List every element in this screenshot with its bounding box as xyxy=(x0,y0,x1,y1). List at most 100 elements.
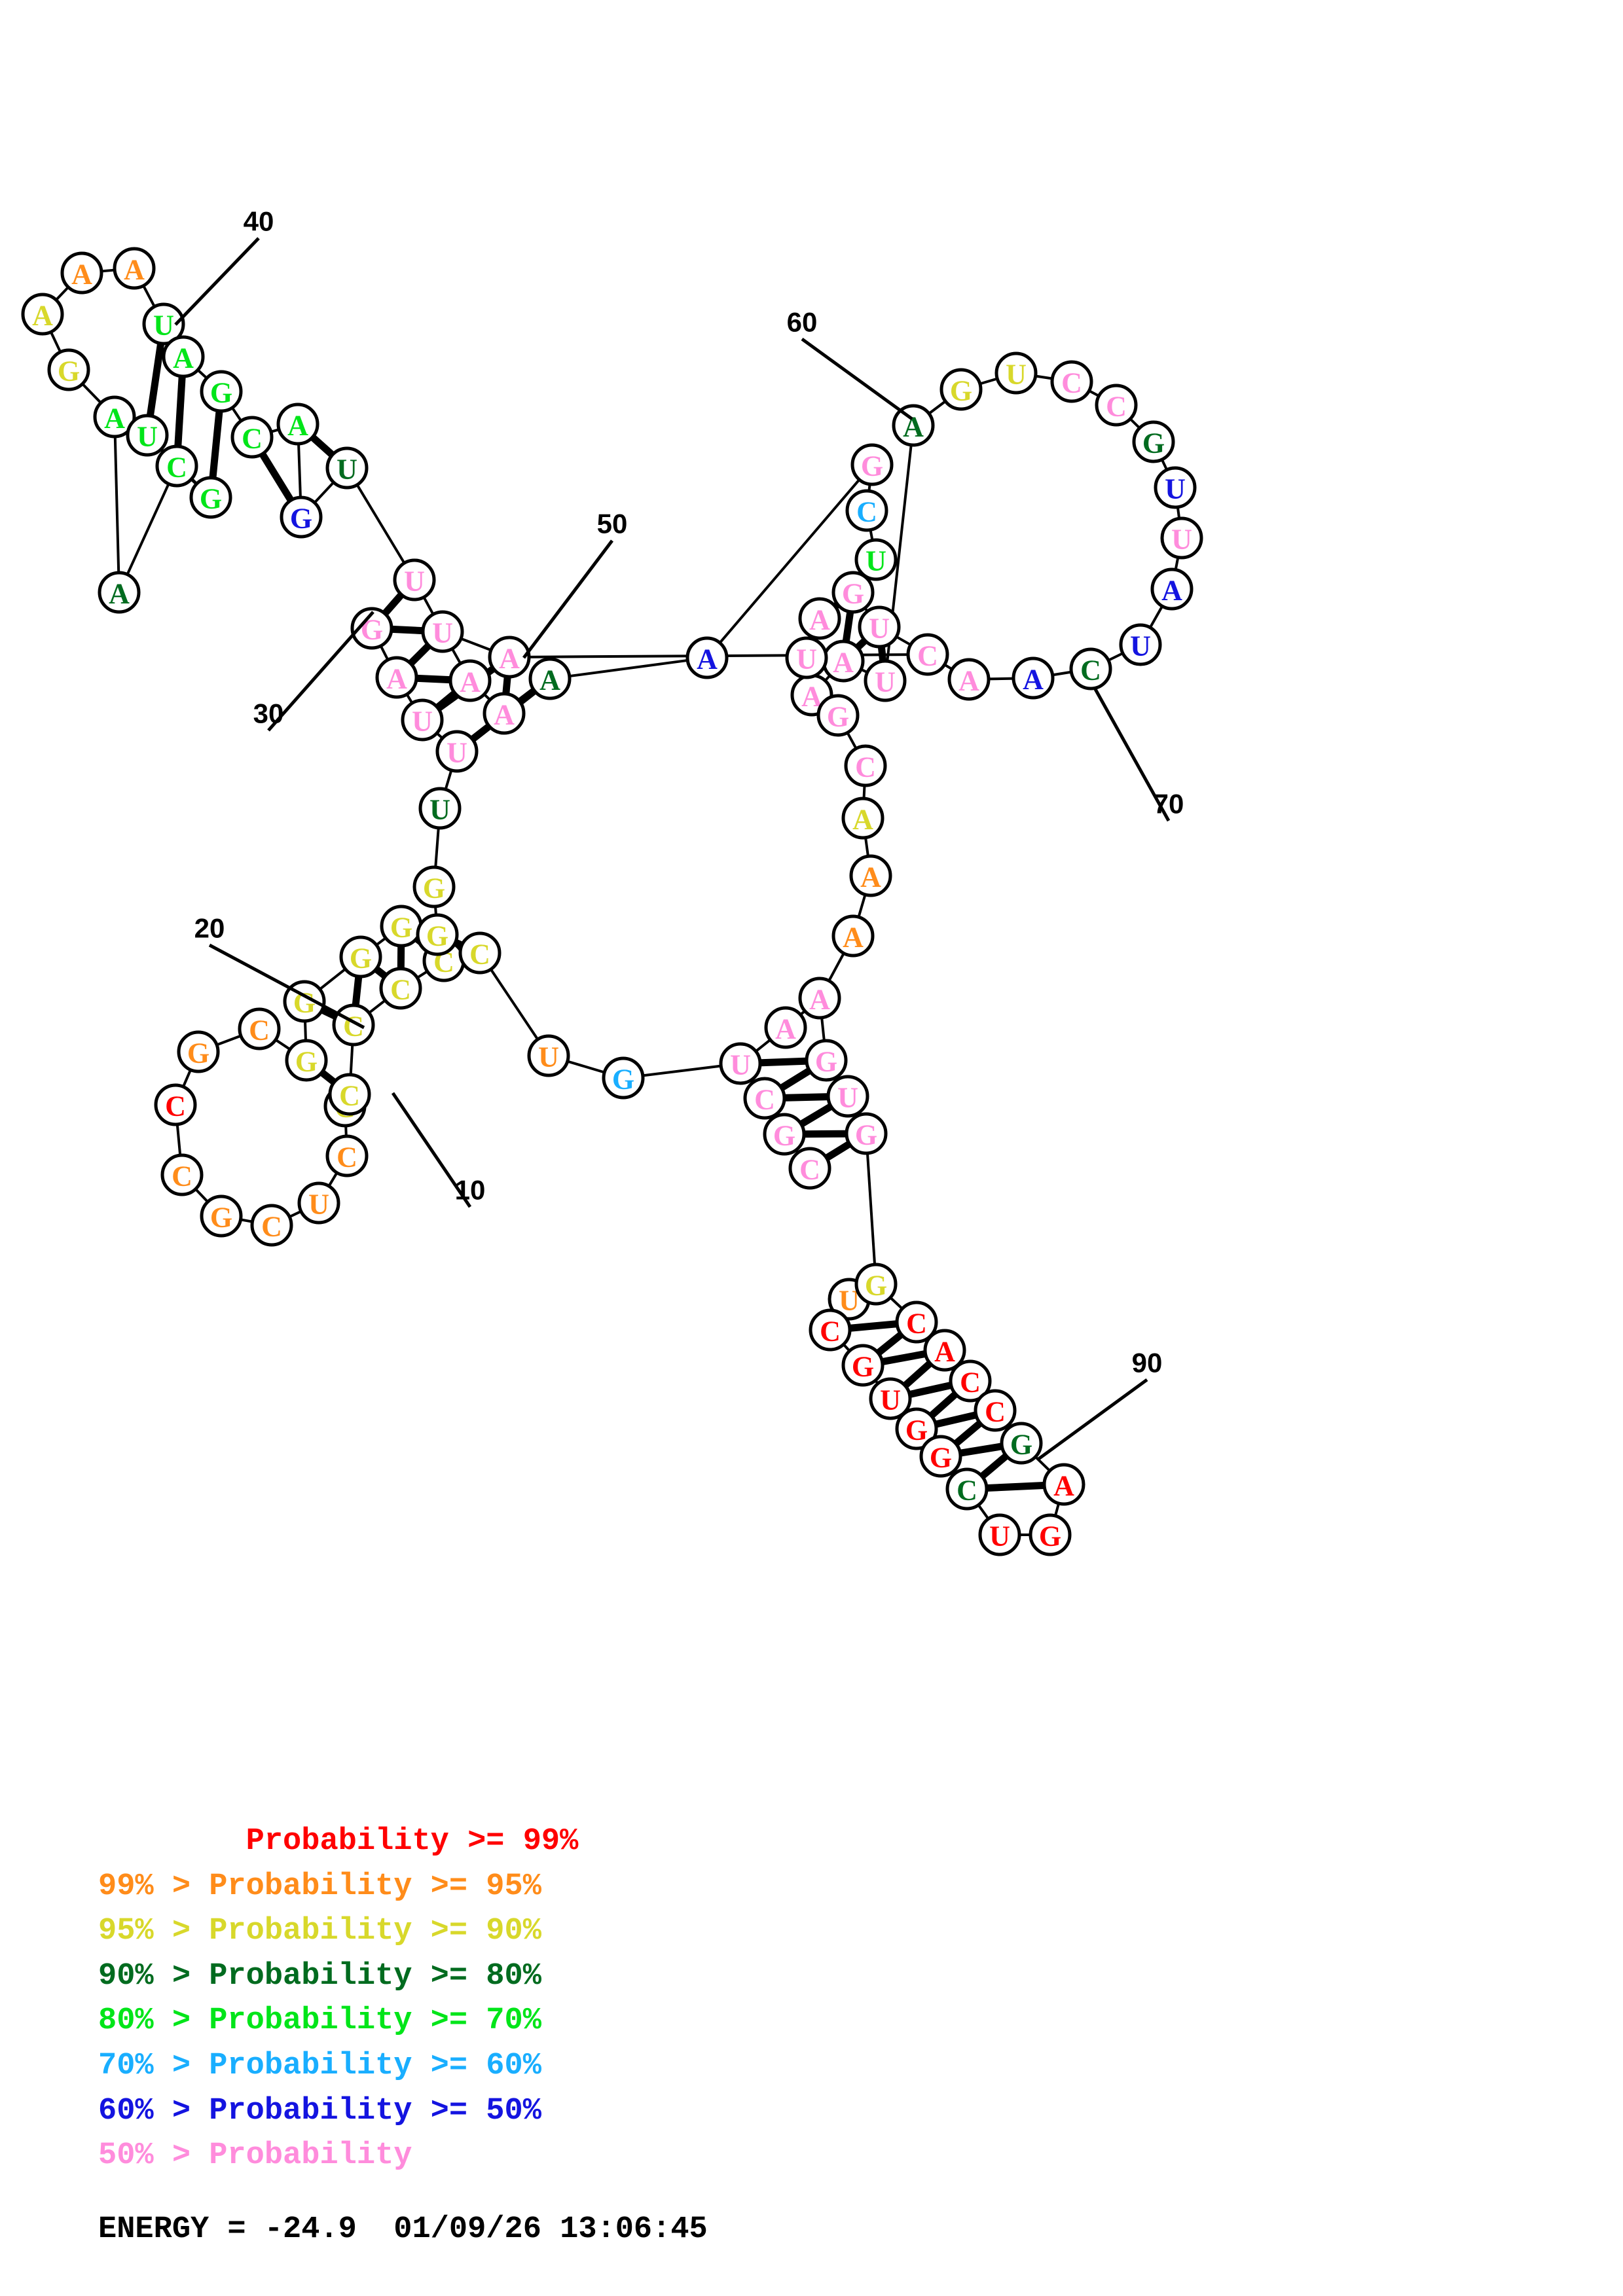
base-pair-bond xyxy=(848,1320,899,1332)
nucleotide-circle xyxy=(1160,516,1203,560)
backbone-link xyxy=(125,482,171,577)
nucleotide-letter: G xyxy=(290,503,312,535)
position-label-50: 50 xyxy=(597,509,628,539)
nucleotide-G: G xyxy=(919,1435,962,1478)
nucleotide-letter: G xyxy=(426,920,448,952)
backbone-link xyxy=(175,1122,182,1157)
nucleotide-circle xyxy=(895,1407,938,1450)
backbone-link xyxy=(355,482,407,565)
nucleotide-circle xyxy=(831,571,875,614)
nucleotide-G: G xyxy=(416,913,459,956)
legend-row-5: 70% > Probability >= 60% xyxy=(98,2049,541,2084)
nucleotide-letter: A xyxy=(104,403,125,435)
backbone-link xyxy=(318,967,348,992)
backbone-link xyxy=(49,330,62,354)
nucleotide-letter: G xyxy=(905,1414,928,1446)
nucleotide-circle xyxy=(1069,647,1112,691)
nucleotide-G: G xyxy=(895,1407,938,1450)
nucleotide-C: C xyxy=(1095,384,1138,427)
nucleotide-circle xyxy=(418,787,462,830)
nucleotide-circle xyxy=(764,1006,807,1049)
backbone-link xyxy=(444,768,453,791)
position-tick-layer xyxy=(174,237,1171,1462)
backbone-layer xyxy=(49,268,1181,1536)
nucleotide-U: U xyxy=(297,1181,340,1225)
nucleotide-U: U xyxy=(142,302,185,346)
nucleotide-letter: C xyxy=(261,1211,282,1243)
nucleotide-letter: C xyxy=(855,751,876,783)
nucleotide-circle xyxy=(798,597,841,640)
nucleotide-letter: C xyxy=(1061,367,1082,399)
nucleotide-letter: A xyxy=(287,410,308,442)
nucleotide-letter: G xyxy=(187,1037,210,1069)
nucleotide-circle xyxy=(200,370,243,413)
nucleotide-letter: U xyxy=(153,310,174,342)
nucleotide-letter: A xyxy=(958,665,979,697)
nucleotide-letter: C xyxy=(960,1367,981,1399)
backbone-link xyxy=(976,1503,991,1521)
nucleotide-C: C xyxy=(379,967,422,1010)
nucleotide-circle xyxy=(1029,1513,1072,1556)
nucleotide-circle xyxy=(60,251,103,295)
position-label-90: 90 xyxy=(1132,1348,1163,1378)
nucleotide-letter: U xyxy=(1165,473,1186,505)
nucleotide-C: C xyxy=(154,1083,197,1126)
base-pair-bond xyxy=(782,1093,830,1102)
nucleotide-letter: A xyxy=(843,922,864,954)
nucleotide-A: A xyxy=(1150,567,1194,611)
nucleotide-letter: G xyxy=(423,872,445,905)
base-pair-bond xyxy=(778,1067,813,1092)
nucleotide-C: C xyxy=(332,1003,375,1047)
nucleotide-letter: A xyxy=(71,259,92,291)
nucleotide-circle xyxy=(189,476,232,519)
nucleotide-letter: C xyxy=(856,496,877,528)
nucleotide-letter: G xyxy=(865,1270,887,1302)
nucleotide-A: A xyxy=(849,854,892,897)
legend-row-7: 50% > Probability xyxy=(98,2138,412,2174)
nucleotide-circle xyxy=(1050,360,1093,403)
nucleotide-circle xyxy=(831,914,875,958)
nucleotide-letter: A xyxy=(109,578,130,610)
nucleotide-circle xyxy=(816,694,860,737)
position-tick-70 xyxy=(1093,688,1171,822)
nucleotide-circle xyxy=(947,658,991,701)
position-label-layer: 10 20 30 40 50 60 70 90 xyxy=(194,206,1184,1378)
nucleotide-U: U xyxy=(418,787,462,830)
backbone-link xyxy=(518,689,536,704)
backbone-link xyxy=(568,658,689,678)
nucleotide-letter: G xyxy=(815,1046,837,1078)
nucleotide-C: C xyxy=(250,1204,293,1247)
backbone-link xyxy=(378,644,390,662)
nucleotide-letter: G xyxy=(773,1120,795,1152)
nucleotide-letter: A xyxy=(1161,575,1182,607)
nucleotide-letter: U xyxy=(337,454,357,486)
backbone-link xyxy=(824,1141,852,1160)
base-pair-bond xyxy=(928,1390,959,1420)
nucleotide-letter: G xyxy=(827,701,849,733)
nucleotide-U: U xyxy=(826,1075,869,1118)
nucleotide-C: C xyxy=(238,1007,281,1050)
backbone-link xyxy=(864,836,870,858)
energy-timestamp-line: ENERGY = -24.9 01/09/26 13:06:45 xyxy=(98,2212,708,2247)
nucleotide-letter: U xyxy=(837,1082,858,1114)
nucleotide-circle xyxy=(798,977,841,1020)
nucleotide-letter: A xyxy=(494,699,515,731)
nucleotide-C: C xyxy=(1050,360,1093,403)
nucleotide-G: G xyxy=(1000,1422,1043,1465)
nucleotide-circle xyxy=(154,1083,197,1126)
nucleotide-U: U xyxy=(1160,516,1203,560)
nucleotide-C: C xyxy=(328,1073,371,1116)
nucleotide-letter: C xyxy=(172,1160,192,1193)
position-tick-10 xyxy=(391,1092,472,1208)
backbone-link xyxy=(382,592,404,616)
nucleotide-U: U xyxy=(785,636,828,679)
nucleotide-letter: U xyxy=(429,794,450,826)
nucleotide-circle xyxy=(448,659,492,702)
nucleotide-circle xyxy=(528,657,572,700)
base-pair-bond xyxy=(352,975,363,1007)
backbone-link xyxy=(327,1171,339,1188)
legend-row-1: 99% > Probability >= 95% xyxy=(98,1869,541,1904)
base-pair-bond xyxy=(390,625,425,635)
nucleotide-layer: CCGCUCCGCGCGCGCGCGCGUGAAAUGAAUGCCGAAGUUG… xyxy=(21,247,1203,1556)
backbone-link xyxy=(459,637,493,652)
